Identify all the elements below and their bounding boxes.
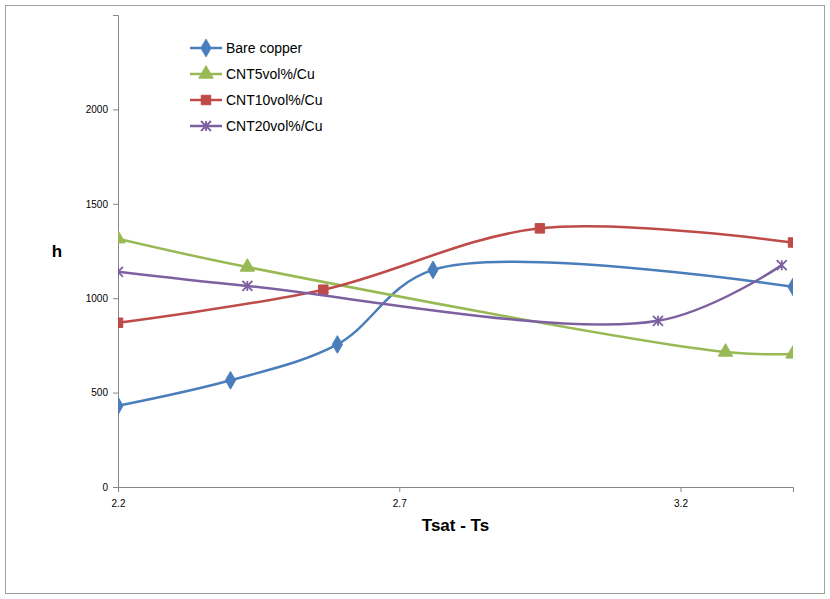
series-marker — [653, 316, 663, 326]
y-tick-label: 500 — [91, 387, 108, 398]
series-marker — [428, 261, 438, 279]
series-marker — [535, 224, 544, 233]
y-tick-label: 1000 — [86, 293, 109, 304]
series-line — [118, 262, 793, 406]
y-tick-mark — [113, 298, 118, 299]
legend-marker — [201, 121, 211, 131]
series-line — [118, 265, 782, 324]
x-axis-line — [119, 488, 794, 493]
legend-label: CNT20vol%/Cu — [226, 118, 322, 134]
x-tick-label: 2.2 — [112, 498, 126, 509]
legend-label: CNT5vol%/Cu — [226, 66, 315, 82]
series-marker — [788, 278, 793, 296]
legend-marker — [201, 39, 211, 57]
legend: Bare copper CNT5vol%/Cu CNT10vol%/Cu CNT20v… — [190, 39, 322, 134]
x-axis-title: Tsat - Ts — [422, 516, 489, 535]
series-marker — [118, 267, 123, 277]
y-axis-line — [113, 16, 119, 488]
legend-label: CNT10vol%/Cu — [226, 92, 322, 108]
y-tick-mark — [113, 204, 118, 205]
series-marker — [118, 230, 125, 242]
series-marker — [242, 281, 252, 291]
x-axis: 2.2 2.7 3.2 — [112, 487, 794, 509]
y-tick-label: 1500 — [86, 199, 109, 210]
series-marker — [319, 285, 328, 294]
x-tick: 2.2 — [112, 487, 126, 509]
y-tick: 1000 — [86, 293, 118, 304]
x-tick-mark — [681, 487, 682, 492]
series-line — [118, 239, 793, 354]
y-tick-mark — [113, 109, 118, 110]
x-tick-label: 3.2 — [674, 498, 688, 509]
plot-area — [118, 224, 793, 415]
y-tick-mark — [113, 487, 118, 488]
x-tick: 3.2 — [674, 487, 688, 509]
y-tick-label: 0 — [102, 482, 108, 493]
series-line — [118, 226, 793, 322]
series-marker — [118, 318, 123, 327]
y-tick: 2000 — [86, 104, 118, 115]
y-tick-mark — [113, 393, 118, 394]
y-axis-title: h — [52, 242, 62, 261]
y-tick: 0 — [102, 482, 118, 493]
series-marker — [777, 260, 787, 270]
series-marker — [718, 344, 732, 356]
legend-marker — [201, 95, 210, 104]
legend-marker — [199, 66, 213, 78]
chart-border — [6, 6, 825, 594]
series-marker — [118, 397, 123, 415]
legend-label: Bare copper — [226, 40, 303, 56]
series-marker — [332, 336, 342, 354]
series-marker — [240, 259, 254, 271]
series-marker — [225, 372, 235, 390]
series-marker — [786, 346, 793, 358]
y-tick: 1500 — [86, 199, 118, 210]
x-tick-label: 2.7 — [393, 498, 407, 509]
chart: 2.2 2.7 3.2 0 500 1000 1500 2000 Tsat - Ts h Bare … — [0, 0, 830, 599]
y-tick-label: 2000 — [86, 104, 109, 115]
y-tick: 500 — [91, 387, 118, 398]
x-tick: 2.7 — [393, 487, 407, 509]
series-marker — [788, 238, 793, 247]
x-tick-mark — [399, 487, 400, 492]
y-axis: 0 500 1000 1500 2000 — [86, 16, 119, 493]
